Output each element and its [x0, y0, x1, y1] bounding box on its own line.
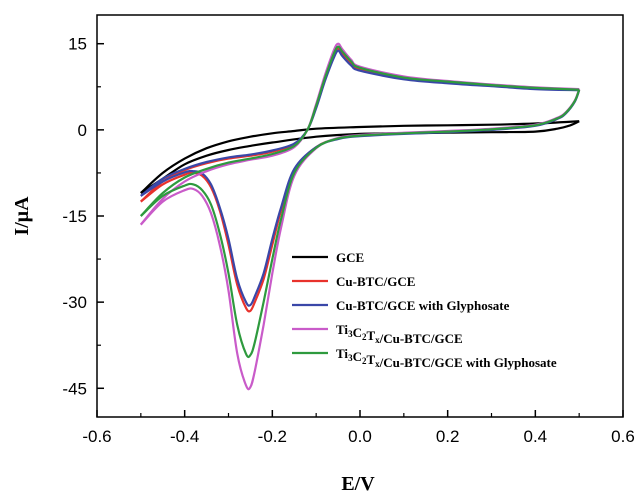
legend-item-4: Ti3C2Tx/Cu-BTC/GCE: [292, 322, 463, 346]
x-tick-label: 0.2: [436, 427, 460, 446]
legend-label: GCE: [336, 250, 364, 265]
legend-label: Cu-BTC/GCE: [336, 274, 415, 289]
legend-item-1: GCE: [292, 250, 364, 265]
series-3: [140, 49, 581, 307]
tick-layer: -0.6 -0.4 -0.2 0.0 0.2 0.4 0.6 15 0 -15 -30 -45: [62, 35, 634, 446]
series-5: [140, 45, 581, 359]
legend-item-2: Cu-BTC/GCE: [292, 274, 415, 289]
x-tick-label: 0.4: [524, 427, 548, 446]
y-tick-label: -45: [62, 379, 87, 398]
x-axis-title: E/V: [341, 473, 375, 495]
legend-label: Ti3C2Tx/Cu-BTC/GCE: [336, 322, 463, 346]
y-tick-label: -30: [62, 293, 87, 312]
x-tick-label: 0.6: [611, 427, 635, 446]
legend-item-5: Ti3C2Tx/Cu-BTC/GCE with Glyphosate: [292, 346, 557, 370]
series-5-forward-scan: [140, 45, 580, 217]
legend-item-3: Cu-BTC/GCE with Glyphosate: [292, 298, 510, 313]
x-tick-label: -0.4: [170, 427, 199, 446]
series-layer: [139, 42, 581, 391]
x-tick-label: -0.6: [82, 427, 111, 446]
y-tick-label: 15: [68, 35, 87, 54]
series-4-reverse-scan: [140, 88, 581, 391]
y-axis-title: I/μA: [11, 196, 33, 236]
series-1-forward-scan: [140, 120, 580, 194]
series-1: [140, 120, 580, 194]
legend-label: Ti3C2Tx/Cu-BTC/GCE with Glyphosate: [336, 346, 557, 370]
series-1-reverse-scan: [140, 120, 580, 194]
legend-label: Cu-BTC/GCE with Glyphosate: [336, 298, 510, 313]
x-tick-label: -0.2: [258, 427, 287, 446]
series-5-reverse-scan: [140, 89, 581, 359]
y-tick-label: -15: [62, 207, 87, 226]
legend: GCE Cu-BTC/GCE Cu-BTC/GCE with Glyphosate T…: [292, 250, 557, 370]
y-tick-label: 0: [78, 121, 87, 140]
x-tick-label: 0.0: [348, 427, 372, 446]
